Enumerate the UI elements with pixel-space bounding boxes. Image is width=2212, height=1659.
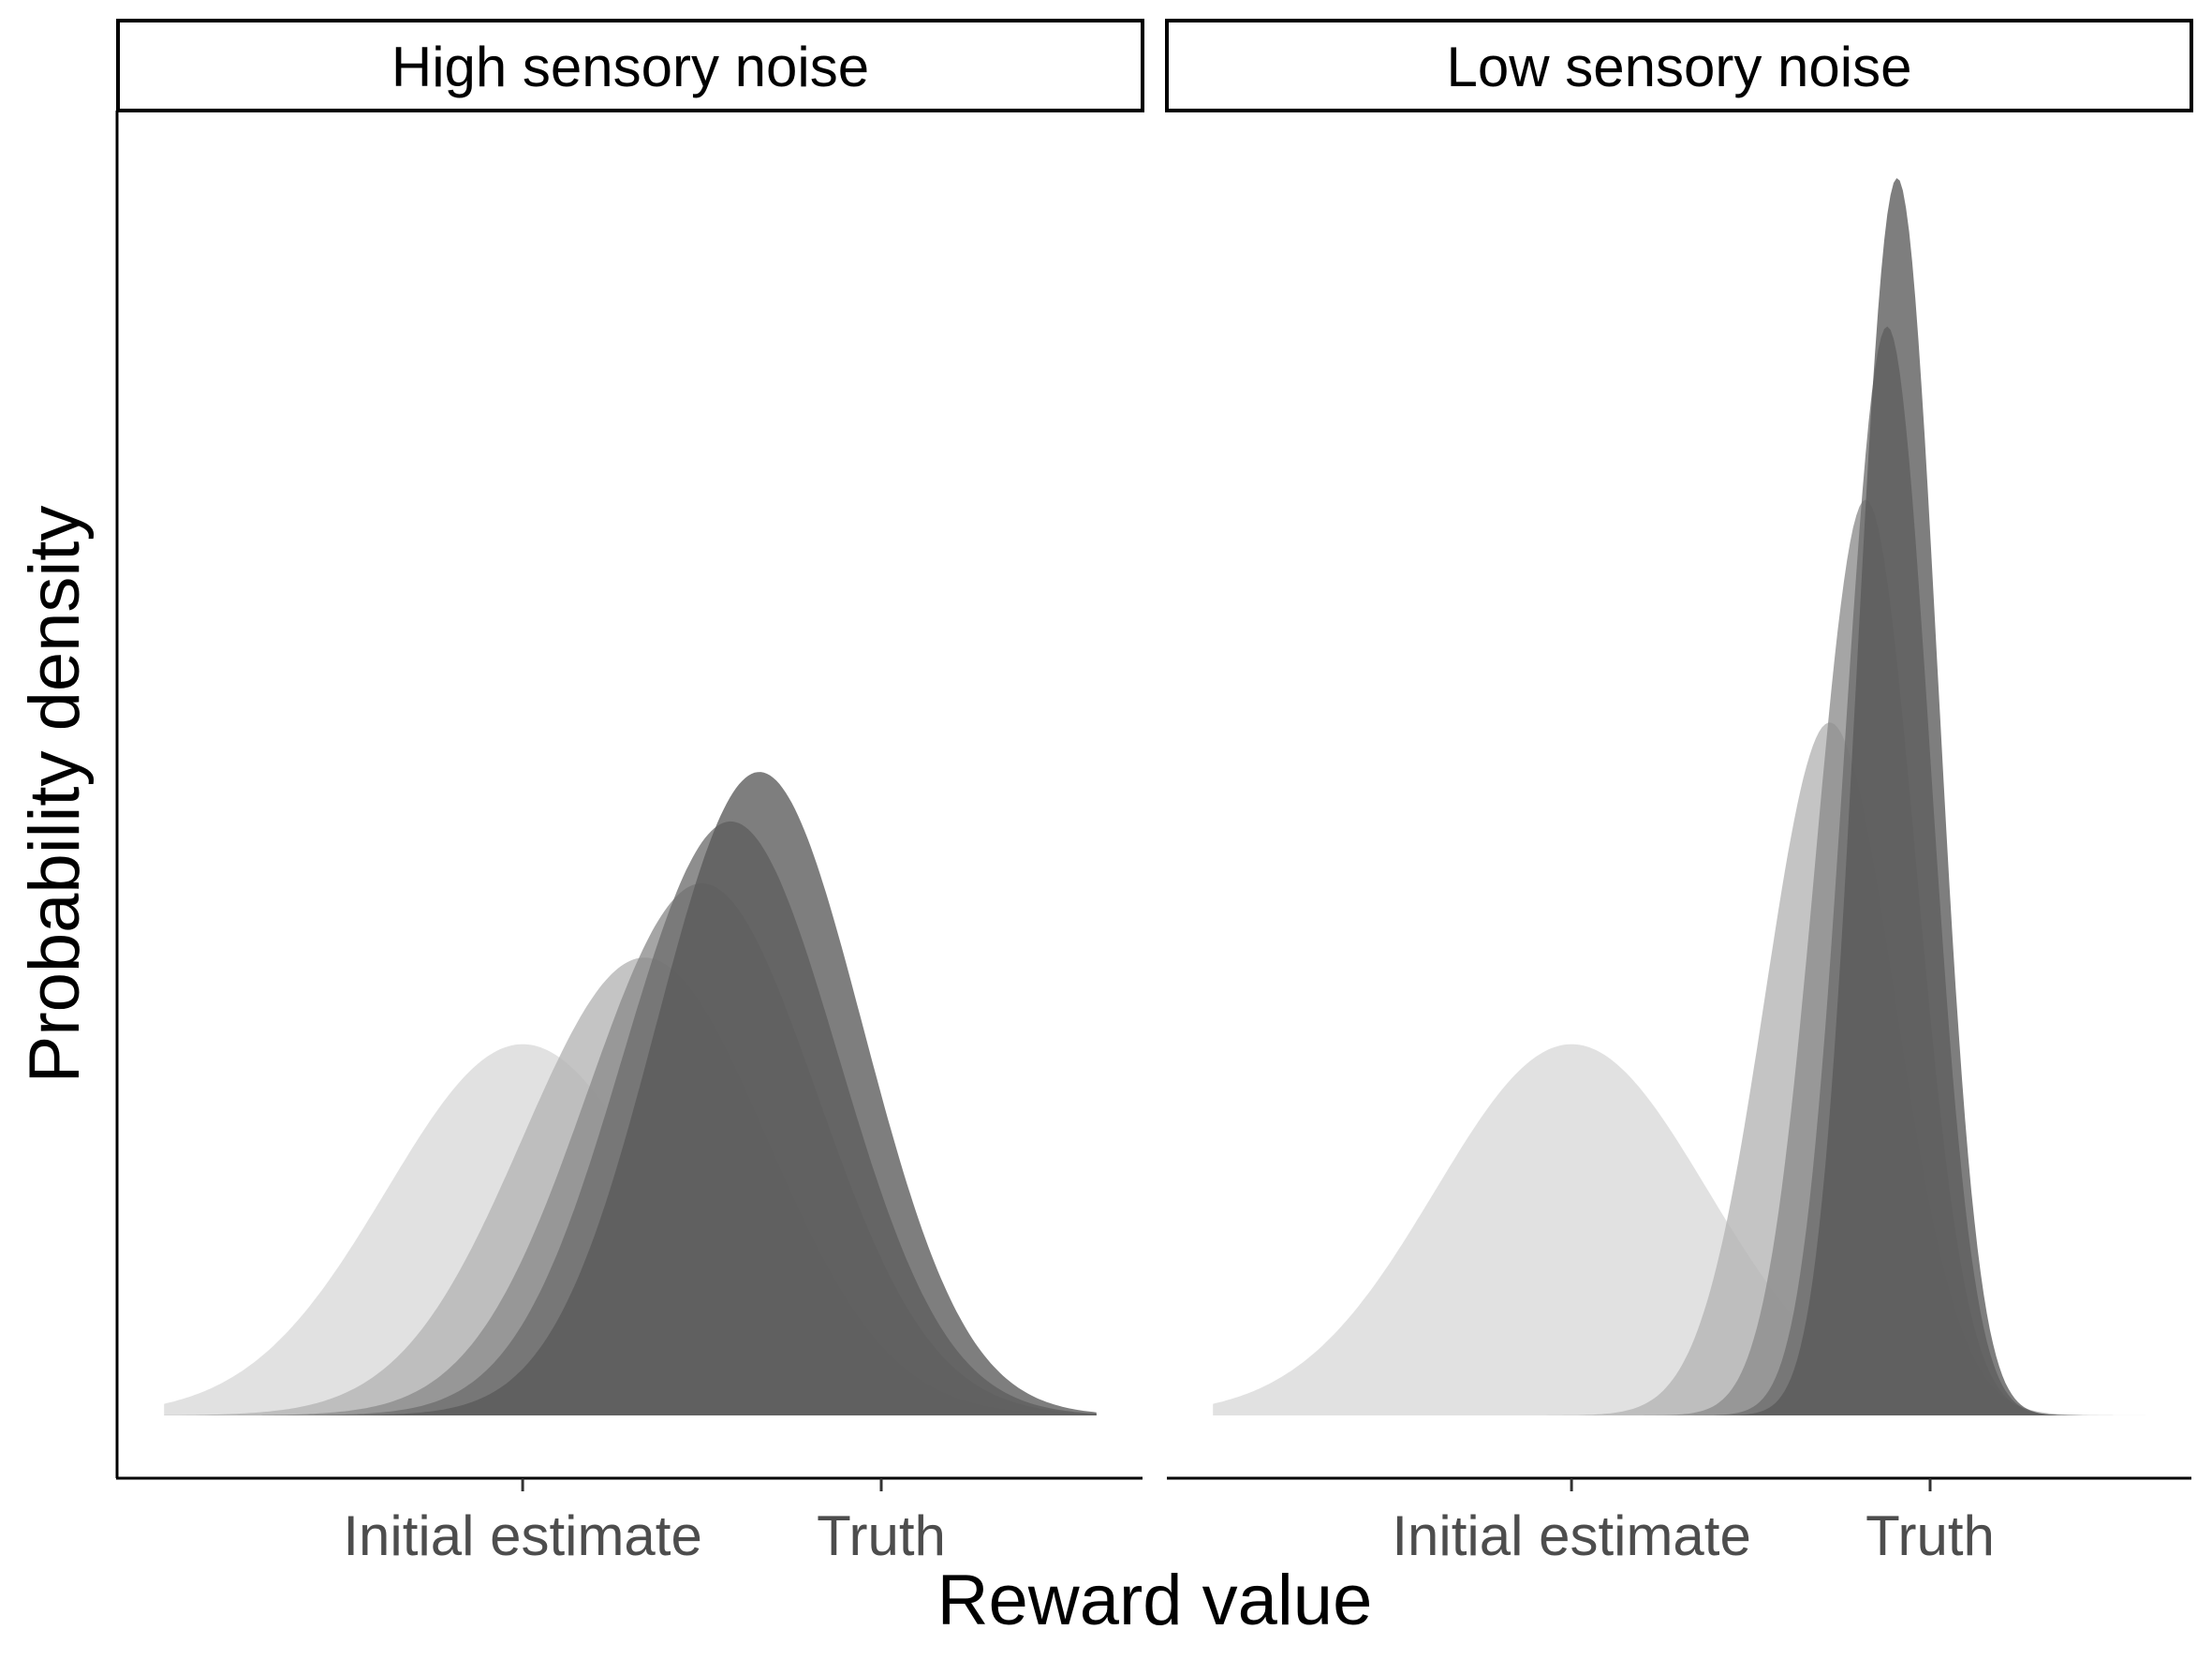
x-tick-label: Initial estimate [343, 1504, 702, 1567]
density-area-low-5 [1213, 178, 2146, 1416]
x-tick-label: Truth [817, 1504, 946, 1567]
strip-box-low-noise [1165, 19, 2193, 112]
strip-box-high-noise [116, 19, 1144, 112]
strip-label-high-noise: High sensory noise [391, 36, 869, 98]
y-axis-title: Probability density [15, 506, 95, 1084]
x-tick-label: Initial estimate [1392, 1504, 1751, 1567]
panel-low-noise: Low sensory noise Initial estimate Truth [1165, 19, 2193, 1567]
x-axis-title: Reward value [937, 1561, 1373, 1640]
density-area-high-5 [164, 772, 1097, 1415]
density-areas-low-noise [1213, 178, 2146, 1416]
strip-label-low-noise: Low sensory noise [1447, 36, 1912, 98]
panel-high-noise: High sensory noise Initial estimate Truth [115, 19, 1144, 1567]
density-areas-high-noise [164, 772, 1097, 1415]
density-area-low-1 [1213, 1044, 2146, 1415]
x-ticks-low-noise: Initial estimate Truth [1392, 1478, 1995, 1567]
x-tick-label: Truth [1865, 1504, 1995, 1567]
x-ticks-high-noise: Initial estimate Truth [343, 1478, 946, 1567]
